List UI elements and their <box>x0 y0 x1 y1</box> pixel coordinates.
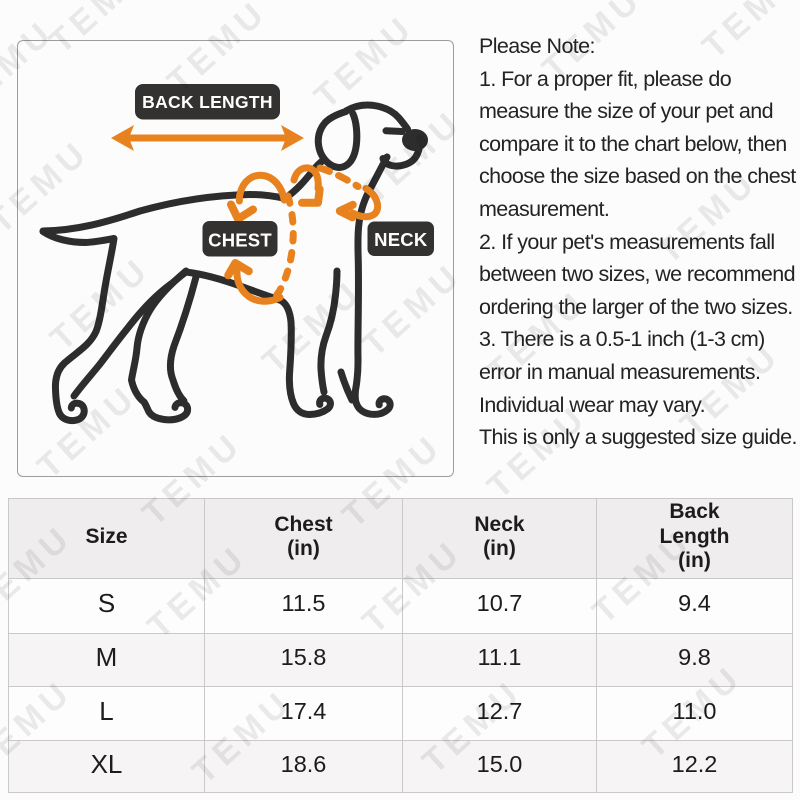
svg-text:BACK LENGTH: BACK LENGTH <box>142 92 273 112</box>
svg-text:NECK: NECK <box>374 229 428 250</box>
svg-text:CHEST: CHEST <box>208 230 272 251</box>
